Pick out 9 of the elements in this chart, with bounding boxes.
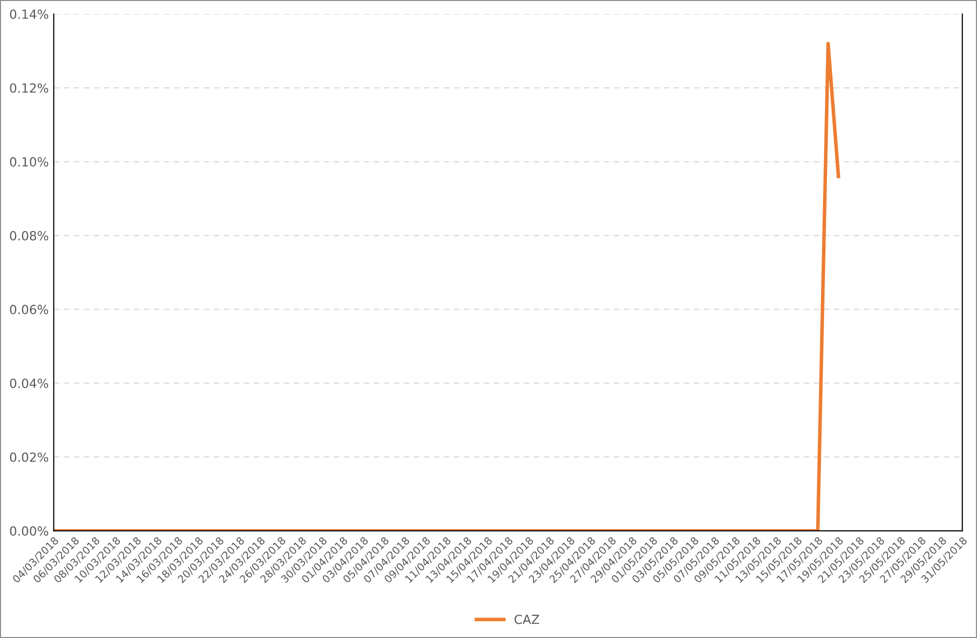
legend-label: CAZ (514, 614, 540, 624)
y-tick-label: 0.02% (10, 452, 48, 462)
y-tick-label: 0.12% (10, 83, 48, 93)
y-tick-label: 0.06% (10, 304, 48, 314)
y-tick-label: 0.04% (10, 378, 48, 388)
y-tick-label: 0.00% (10, 526, 48, 536)
y-tick-label: 0.14% (10, 10, 48, 19)
y-tick-label: 0.08% (10, 230, 48, 240)
y-tick-label: 0.10% (10, 157, 48, 167)
